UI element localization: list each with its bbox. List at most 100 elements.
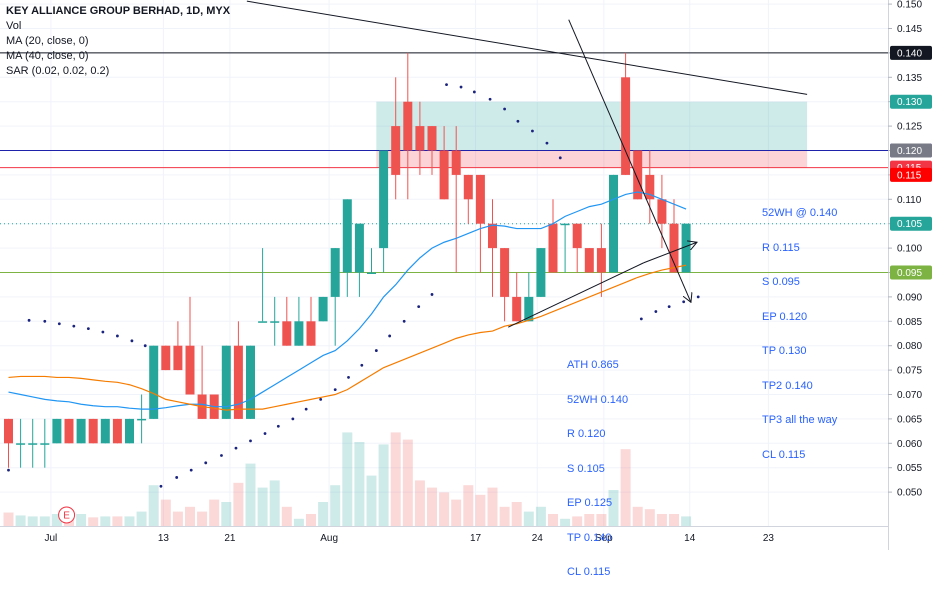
volume-bar [160,499,171,526]
volume-bar [112,516,123,526]
trend-arrow[interactable] [643,242,697,264]
sar-dot [333,388,337,392]
candle [427,126,437,175]
time-axis[interactable]: Jul 13 21 Aug 17 24 Sep 14 23 [0,526,888,550]
candle-body [318,296,328,322]
earnings-icon[interactable] [58,506,76,524]
volume-bar [76,514,87,526]
volume-bar [511,502,522,526]
candle-body [609,174,618,273]
price-tick-label: 0.050 [897,488,922,499]
candle [270,296,280,346]
candle-body [100,418,110,444]
note-line: EP 0.120 [762,310,808,323]
candle [439,126,449,200]
volume-bar [427,487,437,526]
candle [391,77,401,200]
earnings-event-marker[interactable]: E [58,506,76,524]
price-badge-label: 0.115 [897,170,922,181]
candle [657,174,667,249]
sar-dot [57,322,61,326]
candle-body [125,418,134,444]
note-line: TP 0.140 [567,531,612,544]
note-line: CL 0.115 [567,566,611,578]
candle [451,126,461,273]
price-tick-label: 0.075 [897,366,922,377]
candle [40,418,50,468]
volume-bar [293,518,304,526]
candle [669,199,679,273]
candle [500,248,510,322]
candle [584,248,594,273]
candle-body [548,223,558,273]
candle-body [40,443,50,445]
price-badge[interactable] [890,45,932,60]
annotation-top[interactable]: 52WH @ 0.140 R 0.115 S 0.095 EP 0.120 TP… [762,185,837,473]
note-line: 52WH @ 0.140 [762,207,838,219]
candle [367,248,376,274]
legend-ma40[interactable]: MA (40, close, 0) [6,50,89,62]
trend-line[interactable] [508,262,644,328]
sar-dot [503,107,506,111]
note-line: R 0.115 [762,241,800,254]
candle-body [233,345,243,419]
legend-sar[interactable]: SAR (0.02, 0.02, 0.2) [6,65,110,77]
volume-bar [632,506,643,526]
sar-dot [249,439,252,443]
legend-ma20[interactable]: MA (20, close, 0) [6,35,89,47]
sar-dot [545,141,549,145]
volume-bar [487,487,498,526]
trend-lines[interactable] [246,0,808,328]
candle-body [451,150,461,175]
volume-bar [318,502,329,526]
price-chart[interactable]: E 0.1500.1450.1400.1350.1300.1250.1200.1… [0,0,932,550]
candle-body [560,223,570,226]
volume-bar [51,514,62,526]
sar-dot [43,319,47,323]
moving-averages [8,191,687,411]
volume-bar [100,516,111,526]
sar-dot [682,300,686,304]
annotation-bottom[interactable]: ATH 0.865 52WH 0.140 R 0.120 S 0.105 EP … [567,337,628,590]
note-line: CL 0.115 [762,448,806,461]
sar-dot [516,119,520,123]
trend-arrow[interactable] [568,19,691,303]
legend-vol[interactable]: Vol [6,20,22,32]
price-badge[interactable] [890,216,932,231]
volume-bar [535,506,546,526]
candle [28,418,38,468]
price-badge[interactable] [890,167,932,182]
price-axis[interactable]: 0.150 0.145 0.140 0.135 0.130 0.125 0.120 0.115… [888,0,932,550]
volume-bar [548,514,558,526]
sar-dot [72,324,76,328]
candle-body [633,150,643,200]
volume-bar [257,487,268,526]
price-badge[interactable] [890,265,932,280]
sar-dots [7,83,700,488]
candle-body [282,321,292,346]
volume-bar [390,432,401,526]
volume-bar [620,449,631,526]
trend-line[interactable] [246,0,808,95]
volume-bar [148,485,159,526]
sar-dot [101,330,105,334]
sar-dot [388,334,392,338]
time-tick-label: 13 [158,533,170,544]
candle [137,394,147,444]
sar-dot [667,305,671,309]
sar-dot [445,83,448,87]
candle-body [669,223,679,273]
price-zone[interactable] [376,101,808,151]
volume-bar [378,444,389,526]
candle-body [354,223,364,273]
earnings-label: E [63,511,70,522]
price-zone[interactable] [376,150,808,168]
volume-bar [88,517,99,526]
candle [596,223,606,297]
note-line: S 0.095 [762,276,800,288]
time-tick-label: Sep [595,533,613,544]
candle [560,223,570,273]
price-badge[interactable] [890,94,932,109]
price-badge[interactable] [890,143,932,158]
symbol-title[interactable]: KEY ALLIANCE GROUP BERHAD, 1D, MYX [6,5,231,17]
